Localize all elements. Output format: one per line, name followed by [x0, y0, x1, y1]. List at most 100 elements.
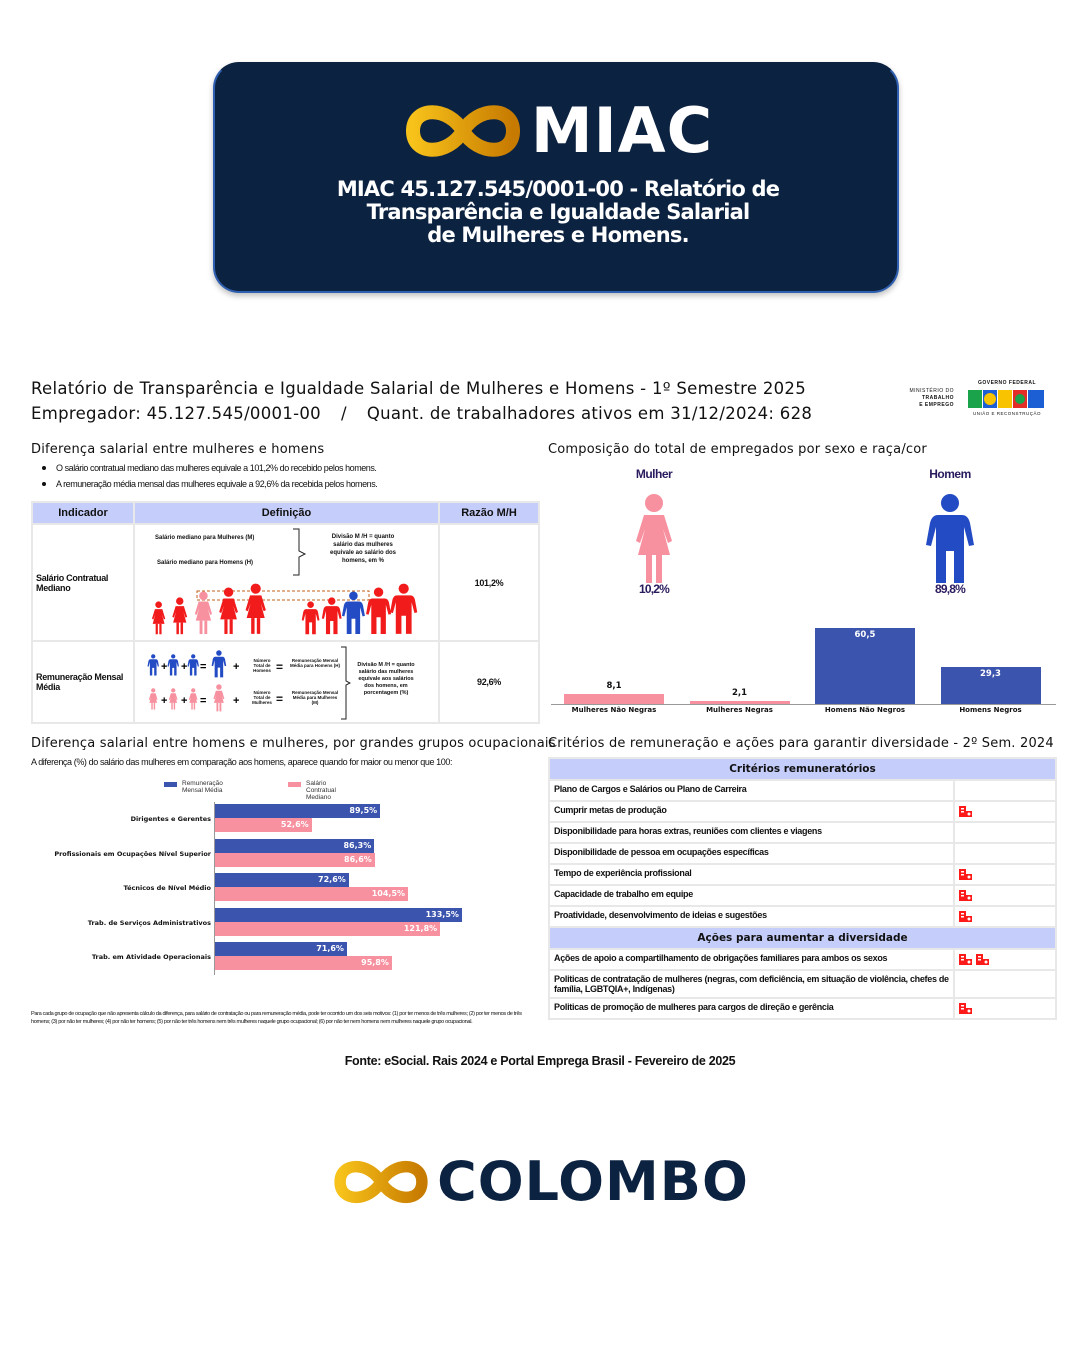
- criteria-icons: [953, 821, 1057, 844]
- criteria-label: Disponibilidade para horas extras, reuni…: [548, 821, 955, 844]
- legend-swatch: [164, 782, 177, 787]
- data-label: 95,8%: [361, 958, 389, 967]
- header-indicador: Indicador: [31, 501, 135, 525]
- category-label: Trab. de Serviços Administrativos: [87, 918, 211, 927]
- criteria-row: Disponibilidade para horas extras, reuni…: [548, 821, 1057, 844]
- equals-sign: =: [276, 660, 284, 674]
- card-title: MIAC 45.127.545/0001-00 - Relatório de T…: [215, 178, 901, 247]
- legend-label: Salário Contratual Mediano: [306, 780, 336, 801]
- data-label: 72,6%: [318, 875, 346, 884]
- company-building-icon: [959, 954, 972, 965]
- company-building-icon: [959, 890, 972, 901]
- criteria-icons: [953, 905, 1057, 928]
- ministry-text: TRABALHO: [921, 395, 954, 401]
- miac-header-card: MIAC MIAC 45.127.545/0001-00 - Relatório…: [213, 62, 899, 293]
- indicator-label: Salário Contratual Mediano: [31, 523, 135, 642]
- occupational-subtitle: A diferença (%) do salário das mulheres …: [31, 757, 453, 767]
- salary-diff-title: Diferença salarial entre mulheres e home…: [31, 442, 325, 457]
- bar: [214, 838, 375, 853]
- title-line: de Mulheres e Homens.: [427, 223, 689, 247]
- data-label: 29,3: [980, 669, 1001, 680]
- data-label: 86,3%: [343, 840, 372, 850]
- y-axis: [214, 802, 215, 975]
- people-equation-illustration: + + = + + + = +: [147, 650, 239, 712]
- bar: [940, 667, 1041, 704]
- woman-icon: [219, 587, 238, 634]
- composition-title: Composição do total de empregados por se…: [548, 442, 927, 457]
- gov-logo: MINISTÉRIO DO TRABALHO E EMPREGO GOVERNO…: [900, 380, 1050, 420]
- def-text: Remuneração Mensal Média para Homens (H): [289, 658, 340, 668]
- category-label: Homens Negros: [959, 706, 1022, 714]
- criteria-table: Critérios remuneratórios Plano de Cargos …: [548, 757, 1057, 1020]
- criteria-row: Plano de Cargos e Salários ou Plano de C…: [548, 779, 1057, 802]
- company-building-icon: [959, 806, 972, 817]
- woman-percentage: 10,2%: [638, 582, 670, 596]
- median-highlight: [196, 590, 370, 601]
- brand-name: MIAC: [530, 94, 714, 167]
- woman-icon: [168, 688, 178, 710]
- criteria-label: Ações de apoio a compartilhamento de obr…: [548, 948, 955, 971]
- criteria-row: Politicas de contratação de mulheres (ne…: [548, 969, 1057, 999]
- report-subtitle: Empregador: 45.127.545/0001-00 / Quant. de…: [31, 404, 812, 423]
- man-icon: [301, 601, 320, 635]
- woman-icon: [636, 494, 672, 583]
- operator-sign: +: [181, 661, 187, 673]
- occupational-title: Diferença salarial entre homens e mulher…: [31, 736, 556, 751]
- criteria-title: Critérios de remuneração e ações para ga…: [548, 736, 1054, 751]
- separator: /: [340, 404, 347, 423]
- data-label: 121,8%: [403, 923, 438, 933]
- criteria-icons: [953, 800, 1057, 823]
- people-illustration: [151, 583, 418, 635]
- criteria-icons: [953, 948, 1057, 971]
- data-label: 60,5: [854, 630, 876, 640]
- bar: [214, 818, 312, 832]
- bar: [689, 701, 790, 704]
- bar: [214, 887, 409, 901]
- category-label: Mulheres Não Negras: [571, 706, 657, 714]
- def-text: Divisão M /H = quanto salário das mulher…: [329, 534, 397, 564]
- bar: [815, 628, 915, 704]
- legend-label: Remuneração Mensal Média: [182, 780, 223, 794]
- criteria-icons: [953, 884, 1057, 907]
- brace-icon: [341, 646, 351, 720]
- woman-icon: [245, 583, 266, 634]
- title-line: MIAC 45.127.545/0001-00 - Relatório de: [336, 177, 780, 201]
- bullet-item: A remuneração média mensal das mulheres …: [31, 479, 541, 489]
- colombo-logo: COLOMBO: [0, 1150, 1080, 1213]
- criteria-label: Politicas de contratação de mulheres (ne…: [548, 969, 955, 999]
- company-building-icon: [959, 911, 972, 922]
- operator-sign: +: [161, 695, 167, 707]
- woman-icon: [148, 688, 158, 710]
- ratio-value: 101,2%: [438, 523, 540, 642]
- ratio-value: 92,6%: [438, 640, 540, 724]
- woman-icon: [172, 597, 188, 635]
- data-label: 86,6%: [344, 854, 372, 864]
- company-building-icon: [976, 954, 989, 965]
- criteria-icons: [953, 863, 1057, 886]
- data-label: 2,1: [731, 688, 748, 699]
- category-label: Técnicos de Nível Médio: [123, 884, 212, 892]
- data-label: 8,1: [606, 680, 622, 691]
- indicator-table: Indicador Definição Razão M/H Salário Cont…: [31, 501, 540, 724]
- definition-cell: Salário mediano para Mulheres (M) Salári…: [133, 523, 440, 642]
- data-label: 71,6%: [316, 944, 344, 953]
- bar: [564, 693, 664, 704]
- header-definicao: Definição: [133, 501, 440, 525]
- criteria-row: Ações de apoio a compartilhamento de obr…: [548, 948, 1057, 971]
- occupational-footnote: Para cada grupo de ocupação que não apre…: [31, 1011, 522, 1025]
- woman-icon: [194, 591, 213, 635]
- man-icon: [147, 654, 159, 676]
- workers-count: Quant. de trabalhadores ativos em 31/12/…: [366, 404, 813, 423]
- criteria-label: Tempo de experiência profissional: [548, 863, 955, 886]
- criteria-label: Capacidade de trabalho em equipe: [548, 884, 955, 907]
- criteria-row: Disponibilidade de pessoa em ocupações e…: [548, 842, 1057, 865]
- criteria-label: Plano de Cargos e Salários ou Plano de C…: [548, 779, 955, 802]
- operator-sign: +: [181, 695, 187, 707]
- data-label: 104,5%: [371, 889, 406, 898]
- criteria-label: Politicas de promoção de mulheres para c…: [548, 997, 955, 1020]
- man-icon: [390, 583, 418, 634]
- criteria-row: Capacidade de trabalho em equipe: [548, 884, 1057, 907]
- woman-label: Mulher: [635, 467, 673, 481]
- infinity-logo-icon: [334, 1160, 428, 1203]
- company-building-icon: [959, 1003, 972, 1014]
